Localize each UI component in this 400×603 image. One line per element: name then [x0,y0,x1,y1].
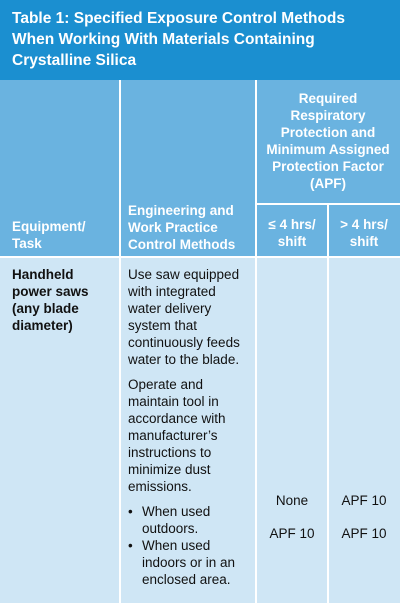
row-divider [256,203,400,205]
condition-list: When used outdoors. When used indoors or… [128,503,252,588]
header-le4-hours: ≤ 4 hrs/ shift [256,204,328,257]
header-equipment-task: Equipment/ Task [0,80,120,257]
control-paragraph: Use saw equipped with integrated water d… [128,267,240,367]
apf-gt4-indoors: APF 10 [341,526,387,541]
header-le4-label: ≤ 4 hrs/ shift [268,217,316,249]
column-divider [255,80,257,603]
header-divider [0,256,400,258]
table-title: Table 1: Specified Exposure Control Meth… [0,0,400,80]
header-respiratory-protection: Required Respiratory Protection and Mini… [256,80,400,204]
engineering-controls-cell: Use saw equipped with integrated water d… [128,266,252,588]
header-engineering-label: Engineering and Work Practice Control Me… [128,203,236,252]
header-gt4-label: > 4 hrs/ shift [340,217,388,249]
header-gt4-hours: > 4 hrs/ shift [328,204,400,257]
column-divider [119,80,121,603]
condition-item-indoors: When used indoors or in an enclosed area… [128,537,252,588]
equipment-task-cell: Handheld power saws (any blade diameter) [12,267,89,333]
apf-le4-indoors: APF 10 [269,526,315,541]
column-divider [327,204,329,603]
header-engineering-controls: Engineering and Work Practice Control Me… [120,80,256,257]
header-respiratory-label: Required Respiratory Protection and Mini… [266,91,390,191]
apf-le4-outdoors: None [275,493,309,508]
apf-gt4-outdoors: APF 10 [341,493,387,508]
control-paragraph: Operate and maintain tool in accordance … [128,377,226,494]
header-equipment-label: Equipment/ Task [12,219,86,251]
condition-item-outdoors: When used outdoors. [128,503,252,537]
